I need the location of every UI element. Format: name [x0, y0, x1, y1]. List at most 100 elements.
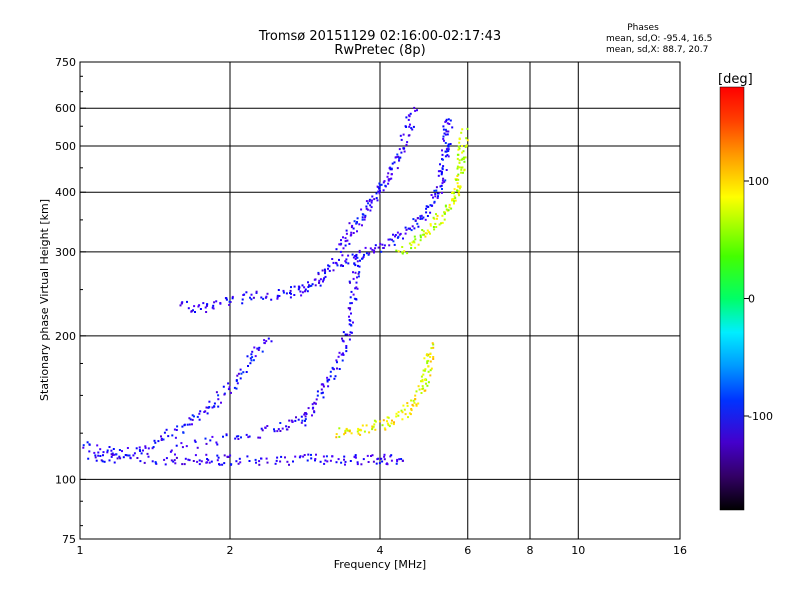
- point: [358, 271, 361, 274]
- point: [387, 179, 390, 182]
- point: [115, 453, 118, 456]
- point: [415, 390, 418, 393]
- point: [297, 418, 300, 421]
- point: [234, 437, 237, 440]
- point: [127, 454, 130, 457]
- point: [313, 410, 316, 413]
- point: [171, 434, 174, 437]
- point: [242, 294, 245, 296]
- point: [122, 456, 125, 459]
- point: [402, 237, 404, 240]
- point: [400, 151, 403, 154]
- point: [424, 378, 426, 381]
- point: [352, 256, 355, 259]
- point: [287, 426, 290, 428]
- point: [188, 417, 191, 420]
- point: [362, 458, 365, 461]
- point: [441, 167, 444, 170]
- point: [183, 463, 186, 466]
- point: [432, 343, 435, 346]
- point: [288, 463, 290, 466]
- point: [371, 428, 374, 431]
- point: [357, 275, 360, 278]
- trace-0: [87, 451, 404, 466]
- point: [376, 199, 379, 202]
- point: [451, 192, 453, 194]
- point: [304, 290, 306, 293]
- point: [289, 289, 292, 292]
- point: [437, 170, 440, 173]
- point: [216, 443, 219, 446]
- point: [310, 457, 313, 460]
- point: [368, 252, 371, 255]
- point: [215, 391, 218, 394]
- point: [192, 460, 195, 462]
- point: [277, 428, 280, 431]
- point: [194, 440, 197, 443]
- point: [440, 173, 443, 176]
- point: [303, 413, 306, 416]
- point: [300, 415, 303, 418]
- point: [464, 156, 467, 159]
- point: [353, 297, 356, 300]
- point: [457, 145, 460, 148]
- point: [239, 461, 242, 464]
- point: [257, 436, 260, 439]
- point: [146, 452, 149, 455]
- point: [298, 286, 301, 289]
- point: [432, 358, 435, 360]
- point: [254, 355, 257, 358]
- point: [437, 174, 440, 177]
- point: [181, 425, 184, 428]
- point: [220, 401, 222, 404]
- point: [386, 463, 389, 466]
- point: [387, 424, 390, 426]
- grid: [79, 62, 681, 539]
- point: [442, 125, 445, 128]
- point: [441, 149, 443, 152]
- point: [397, 250, 400, 253]
- point: [345, 428, 348, 431]
- point: [421, 233, 424, 236]
- point: [93, 451, 96, 454]
- point: [217, 394, 220, 397]
- point: [357, 272, 360, 275]
- point: [349, 302, 352, 305]
- point: [425, 207, 428, 210]
- point: [383, 244, 386, 247]
- point: [317, 273, 320, 276]
- point: [353, 455, 356, 458]
- point: [353, 262, 356, 265]
- point: [400, 409, 403, 412]
- point: [360, 429, 363, 432]
- x-tick-label-0: 1: [77, 544, 84, 557]
- point: [390, 422, 393, 425]
- point: [432, 356, 435, 358]
- point: [390, 173, 393, 176]
- point: [396, 231, 399, 234]
- point: [273, 428, 275, 431]
- point: [424, 368, 427, 371]
- point: [187, 458, 190, 461]
- point: [422, 369, 425, 372]
- point: [200, 460, 203, 463]
- point: [322, 383, 325, 386]
- point: [160, 437, 163, 440]
- point: [366, 208, 369, 211]
- point: [462, 158, 465, 160]
- point: [248, 435, 251, 438]
- point: [316, 394, 319, 397]
- point: [338, 351, 341, 354]
- point: [387, 178, 390, 181]
- point: [306, 459, 309, 462]
- point: [394, 234, 397, 236]
- point: [388, 178, 391, 181]
- point: [300, 421, 303, 424]
- point: [408, 227, 411, 230]
- point: [359, 433, 362, 436]
- point: [458, 141, 461, 144]
- point: [208, 400, 211, 403]
- point: [354, 258, 357, 260]
- point: [398, 458, 401, 461]
- point: [422, 216, 425, 219]
